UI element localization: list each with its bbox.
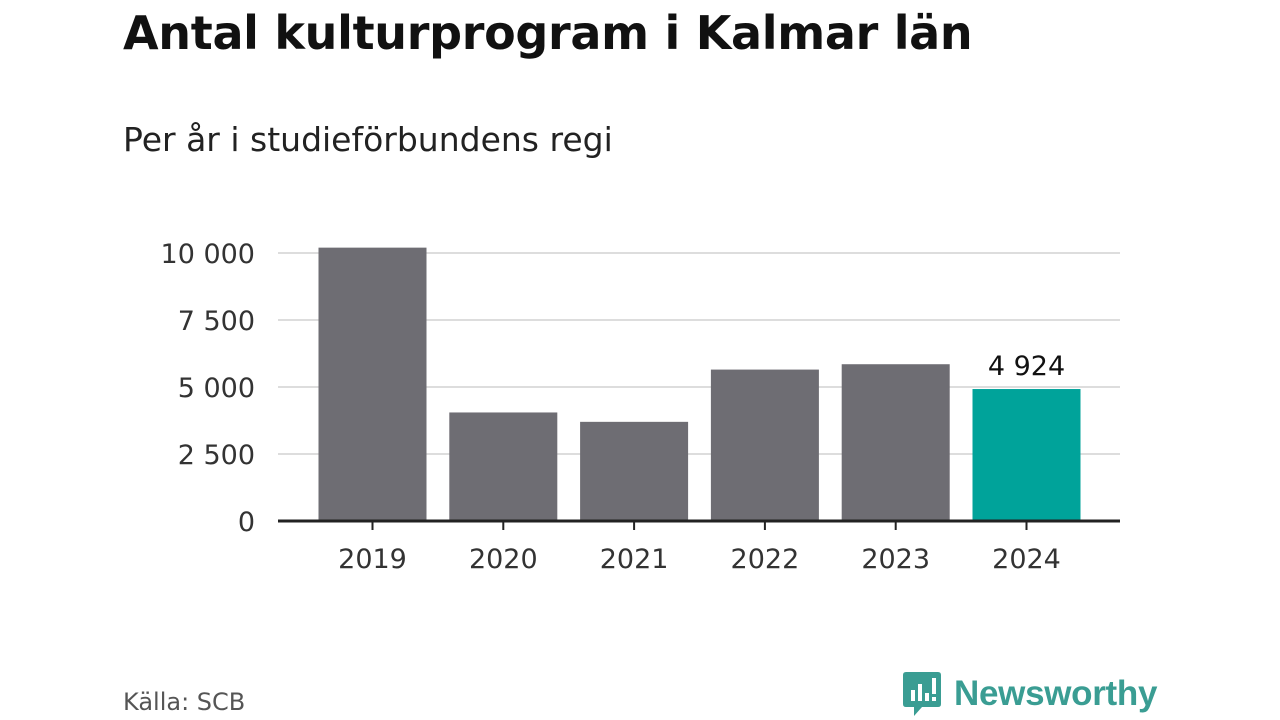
x-tick-label: 2021 xyxy=(600,544,669,575)
data-label: 4 924 xyxy=(988,351,1065,382)
bar-2021 xyxy=(580,421,689,521)
y-tick-label: 7 500 xyxy=(178,306,255,337)
brand-name: Newsworthy xyxy=(954,674,1158,713)
chart-subtitle: Per år i studieförbundens regi xyxy=(123,120,613,159)
y-tick-label: 5 000 xyxy=(178,373,255,404)
y-axis-labels: 0 2 500 5 000 7 500 10 000 xyxy=(161,239,255,538)
y-tick-label: 0 xyxy=(238,507,255,538)
brand-logo: Newsworthy xyxy=(902,670,1157,718)
y-tick-label: 10 000 xyxy=(161,239,255,270)
x-tick-label: 2022 xyxy=(731,544,800,575)
newsworthy-logo-icon xyxy=(903,672,941,716)
bar-2022 xyxy=(710,369,819,521)
chart-title: Antal kulturprogram i Kalmar län xyxy=(123,6,973,60)
bar-2020 xyxy=(449,412,558,521)
x-tick-label: 2019 xyxy=(338,544,407,575)
x-tick-label: 2023 xyxy=(861,544,930,575)
bar-2023 xyxy=(841,364,950,521)
data-labels: 4 924 xyxy=(988,351,1065,382)
x-axis-labels: 2019 2020 2021 2022 2023 2024 xyxy=(338,544,1061,575)
bar-2019 xyxy=(318,247,427,521)
source-note: Källa: SCB xyxy=(123,688,246,716)
bars xyxy=(318,247,1081,521)
y-tick-label: 2 500 xyxy=(178,440,255,471)
x-axis xyxy=(278,519,1120,530)
bar-2024 xyxy=(972,389,1081,521)
x-tick-label: 2024 xyxy=(992,544,1061,575)
x-tick-label: 2020 xyxy=(469,544,538,575)
